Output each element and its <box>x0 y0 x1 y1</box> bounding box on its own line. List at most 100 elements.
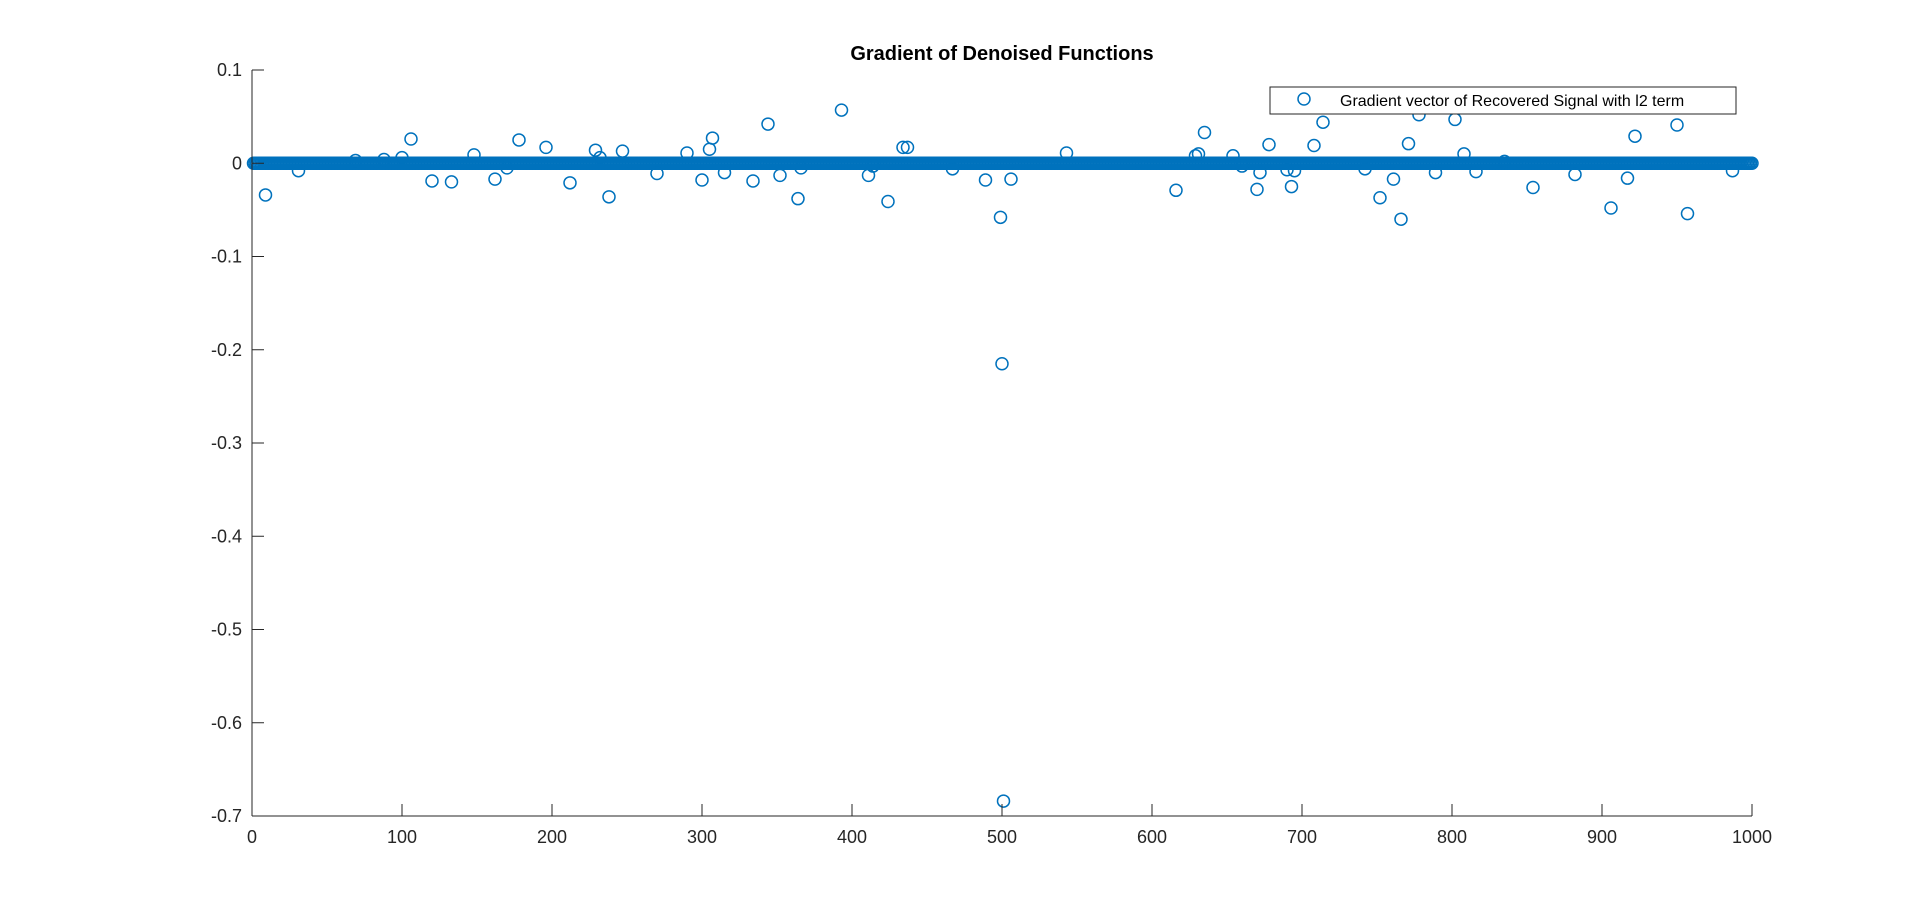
x-tick-label: 700 <box>1287 827 1317 847</box>
x-tick-label: 100 <box>387 827 417 847</box>
data-point <box>945 162 960 176</box>
data-point <box>1745 156 1759 170</box>
y-tick-label: -0.5 <box>211 620 242 640</box>
data-point <box>1059 146 1074 160</box>
data-point <box>512 133 526 147</box>
data-point <box>1373 191 1387 205</box>
y-tick-label: -0.3 <box>211 433 242 453</box>
data-point <box>500 161 514 175</box>
data-point <box>717 165 732 180</box>
data-point <box>1604 201 1618 215</box>
y-tick-label: -0.1 <box>211 247 242 267</box>
legend: Gradient vector of Recovered Signal with… <box>1269 86 1737 115</box>
data-point <box>444 175 459 189</box>
data-point <box>1307 138 1321 153</box>
y-tick-label: -0.2 <box>211 340 242 360</box>
data-point <box>539 140 553 155</box>
data-point <box>705 131 720 145</box>
data-point <box>1680 206 1695 221</box>
data-point <box>588 143 603 157</box>
data-point <box>1235 159 1249 173</box>
data-point <box>996 794 1011 808</box>
data-point <box>866 159 880 173</box>
data-point <box>1226 149 1240 163</box>
data-point <box>995 356 1009 371</box>
plot-area-background <box>252 70 1752 816</box>
y-tick-label: 0.1 <box>217 60 242 80</box>
data-point <box>1284 179 1299 194</box>
data-point <box>1191 147 1206 161</box>
data-point <box>794 161 808 175</box>
x-tick-label: 0 <box>247 827 257 847</box>
data-point <box>1316 115 1330 129</box>
data-point <box>291 163 306 178</box>
data-point <box>602 190 616 204</box>
data-point <box>593 150 607 165</box>
chart-title: Gradient of Denoised Functions <box>850 43 1153 65</box>
data-point <box>1497 154 1512 169</box>
data-point <box>1358 162 1372 176</box>
data-point <box>1526 180 1540 195</box>
data-point <box>377 152 391 167</box>
data-point <box>680 146 694 160</box>
x-tick-label: 300 <box>687 827 717 847</box>
data-point <box>404 132 418 146</box>
legend-marker-icon <box>1297 92 1311 106</box>
data-point <box>900 140 915 155</box>
data-point <box>395 150 409 165</box>
x-tick-label: 900 <box>1587 827 1617 847</box>
y-tick-label: -0.7 <box>211 806 242 826</box>
data-point <box>1386 172 1401 186</box>
y-ticks-layer: 0.1 0 -0.1 -0.2 -0.3 -0.4 -0.5 -0.6 -0.7 <box>211 60 264 826</box>
legend-box <box>1269 86 1737 115</box>
data-point <box>881 194 895 209</box>
data-point <box>425 174 439 188</box>
data-points-layer <box>246 103 1759 808</box>
data-point <box>1568 167 1582 182</box>
data-point <box>1628 129 1642 143</box>
data-point <box>488 172 502 186</box>
data-point <box>834 103 849 117</box>
data-point <box>761 117 775 131</box>
data-point <box>1457 147 1471 161</box>
data-point <box>1670 118 1684 132</box>
data-point <box>1620 171 1635 185</box>
data-point <box>650 166 664 181</box>
data-point <box>1469 164 1483 179</box>
data-point <box>1250 182 1264 197</box>
y-tick-label: -0.6 <box>211 713 242 733</box>
data-point <box>993 210 1008 225</box>
y-tick-label: 0 <box>232 153 242 173</box>
data-point <box>1169 183 1183 198</box>
data-point <box>746 174 760 188</box>
data-point <box>467 148 481 162</box>
data-point <box>1394 212 1408 226</box>
data-point <box>348 153 363 168</box>
data-point <box>1280 163 1294 177</box>
x-tick-label: 600 <box>1137 827 1167 847</box>
x-tick-label: 200 <box>537 827 567 847</box>
data-point <box>1197 125 1212 140</box>
data-point <box>791 191 805 206</box>
data-point <box>978 173 993 187</box>
data-point <box>258 188 273 202</box>
legend-label: Gradient vector of Recovered Signal with… <box>1340 93 1684 110</box>
x-tick-label: 1000 <box>1732 827 1772 847</box>
data-point <box>896 140 910 155</box>
data-point <box>1287 163 1302 178</box>
data-point <box>1725 163 1740 178</box>
x-tick-label: 800 <box>1437 827 1467 847</box>
data-point <box>1253 165 1267 180</box>
data-point <box>773 168 787 183</box>
x-tick-label: 500 <box>987 827 1017 847</box>
data-point <box>695 173 709 187</box>
data-point <box>563 176 577 190</box>
y-tick-label: -0.4 <box>211 526 242 546</box>
data-point <box>1188 149 1203 163</box>
data-point <box>1401 136 1416 151</box>
x-ticks-layer: 0 100 200 300 400 500 600 700 800 900 1000 <box>247 804 1772 847</box>
data-point <box>1262 137 1276 152</box>
data-point <box>615 144 630 158</box>
data-point <box>1428 165 1443 180</box>
